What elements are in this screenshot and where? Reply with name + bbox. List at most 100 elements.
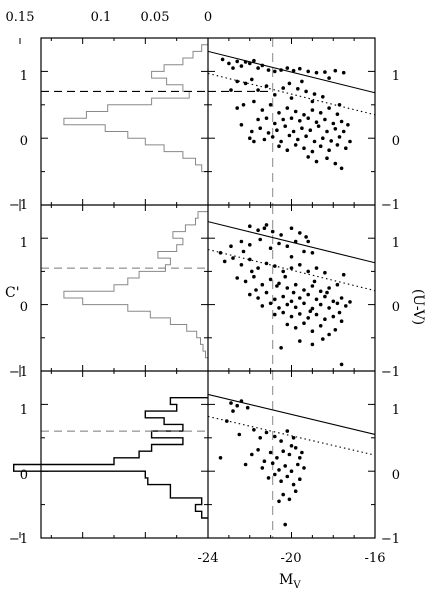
data-point (256, 266, 260, 270)
left-tick-m1-mid: −1 (9, 365, 28, 380)
data-point (318, 302, 323, 307)
data-point (248, 224, 252, 228)
data-point (312, 279, 317, 284)
data-point (314, 312, 319, 317)
data-point (256, 117, 260, 122)
data-point (229, 401, 233, 405)
data-point (287, 133, 292, 138)
data-point (281, 117, 286, 122)
data-point (273, 312, 277, 317)
data-point (289, 116, 294, 120)
ticks-top (19, 38, 376, 206)
data-point (310, 99, 315, 104)
data-point (277, 111, 281, 115)
right-tick-1-bot: 1 (392, 403, 400, 418)
data-point (298, 263, 302, 267)
data-point (327, 106, 331, 110)
data-point (306, 116, 311, 120)
data-point (250, 269, 254, 274)
data-point (258, 237, 263, 242)
data-point (273, 121, 277, 126)
solid-line-bottom (208, 393, 375, 435)
right-tick-0-mid: 0 (392, 300, 400, 315)
data-point (333, 161, 338, 166)
data-point (239, 123, 244, 127)
ticks-bottom (19, 371, 376, 539)
left-tick-labels: 1 0 −1 1 0 −1 1 0 −1 (9, 69, 28, 547)
data-point (323, 117, 327, 122)
data-point (273, 69, 277, 74)
data-point (289, 314, 294, 319)
data-point (256, 296, 260, 300)
data-point (264, 116, 269, 120)
data-point (323, 317, 327, 322)
data-point (308, 128, 313, 132)
data-point (339, 296, 344, 300)
data-point (256, 88, 260, 92)
right-tick-m1-mid: −1 (381, 365, 400, 380)
data-point (266, 68, 271, 72)
data-point (279, 139, 283, 144)
data-point (316, 124, 321, 128)
data-point (306, 292, 311, 297)
data-point (281, 492, 286, 497)
data-point (331, 314, 336, 319)
data-point (331, 121, 336, 126)
data-point (268, 450, 273, 455)
data-point (335, 282, 340, 287)
data-point (231, 66, 235, 70)
data-point (260, 108, 265, 112)
left-tick-m1-top: −1 (9, 198, 28, 213)
data-point (277, 468, 281, 472)
data-point (239, 399, 244, 403)
data-point (252, 99, 256, 104)
data-point (285, 286, 290, 290)
ticks-middle (19, 205, 376, 372)
data-point (264, 261, 269, 266)
data-point (344, 304, 348, 308)
panel-bottom (13, 371, 376, 539)
data-point (252, 274, 256, 279)
data-point (346, 123, 350, 127)
left-tick-m1-bot: −1 (9, 532, 28, 547)
data-point (302, 321, 306, 326)
data-point (243, 462, 248, 467)
panel-middle (19, 205, 376, 372)
right-tick-0-bot: 0 (392, 468, 400, 483)
data-point (298, 119, 302, 123)
data-point (327, 286, 331, 290)
points-bottom (218, 399, 306, 527)
right-tick-1-top: 1 (392, 69, 400, 84)
data-point (266, 131, 271, 135)
top-tick-labels: 0.15 0.1 0.05 0 (6, 10, 213, 25)
panels (13, 38, 376, 539)
x-axis-title-sub: V (292, 580, 301, 591)
data-point (296, 87, 300, 91)
data-point (235, 276, 239, 280)
data-point (321, 95, 325, 99)
x-axis-title: MV (279, 572, 301, 591)
right-tick-m1-bot: −1 (381, 532, 400, 547)
data-point (291, 129, 296, 134)
data-point (275, 128, 279, 132)
data-point (312, 92, 317, 96)
data-point (285, 148, 290, 152)
data-point (323, 294, 327, 299)
data-point (302, 288, 306, 292)
data-point (277, 499, 281, 504)
data-point (300, 126, 304, 130)
data-point (256, 228, 260, 232)
histogram-middle (63, 211, 208, 359)
data-point (296, 137, 300, 142)
points-top (220, 57, 352, 171)
data-point (285, 322, 290, 327)
data-point (310, 342, 315, 347)
lines-top (208, 50, 375, 116)
data-point (306, 316, 311, 320)
data-point (283, 522, 288, 527)
data-point (321, 136, 325, 140)
data-point (287, 452, 292, 457)
data-point (289, 299, 294, 304)
right-tick-labels: 1 0 −1 1 0 −1 1 0 −1 (381, 69, 400, 547)
data-point (310, 251, 315, 255)
